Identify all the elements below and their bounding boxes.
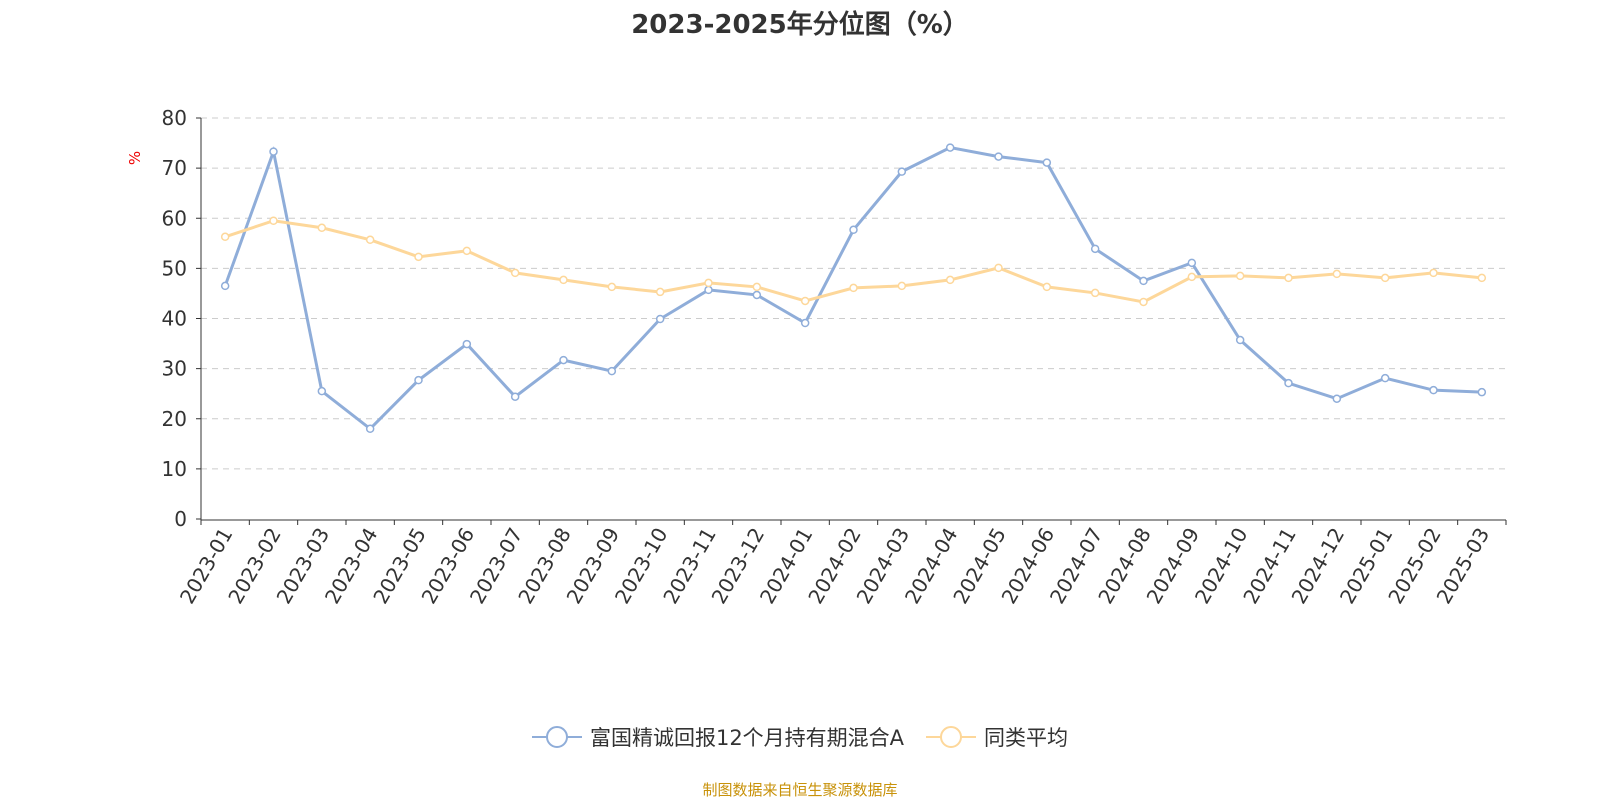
data-point bbox=[220, 232, 230, 242]
legend-label: 富国精诚回报12个月持有期混合A bbox=[589, 726, 905, 750]
y-tick-label: 80 bbox=[162, 106, 187, 130]
y-tick-label: 50 bbox=[162, 256, 187, 280]
data-point bbox=[1090, 244, 1100, 254]
data-point bbox=[1235, 335, 1245, 345]
y-tick-label: 10 bbox=[162, 457, 187, 481]
data-point bbox=[559, 355, 568, 365]
data-point bbox=[897, 281, 907, 291]
data-point bbox=[317, 223, 327, 233]
data-point bbox=[559, 275, 568, 285]
data-point bbox=[462, 339, 472, 349]
data-point bbox=[1090, 288, 1100, 298]
data-point bbox=[800, 296, 810, 306]
data-point bbox=[1332, 394, 1342, 403]
data-point bbox=[462, 246, 472, 256]
legend-item[interactable]: 同类平均 bbox=[926, 722, 1068, 752]
data-point bbox=[1284, 378, 1293, 388]
data-point bbox=[704, 285, 713, 295]
legend-line-circle-icon bbox=[926, 726, 977, 748]
data-point bbox=[1429, 385, 1438, 395]
data-point bbox=[1042, 282, 1052, 292]
data-point bbox=[317, 386, 327, 396]
data-point bbox=[414, 375, 423, 385]
data-point bbox=[752, 282, 762, 292]
data-point bbox=[1332, 269, 1342, 279]
legend-label: 同类平均 bbox=[984, 726, 1069, 750]
data-point bbox=[510, 392, 520, 401]
data-point bbox=[365, 235, 375, 245]
data-point bbox=[1380, 373, 1390, 383]
data-point bbox=[704, 278, 713, 288]
legend: 富国精诚回报12个月持有期混合A 同类平均 bbox=[0, 722, 1600, 752]
y-tick-label: 0 bbox=[174, 507, 187, 531]
y-tick-label: 20 bbox=[162, 407, 187, 431]
y-tick-label: 30 bbox=[162, 357, 187, 381]
data-point bbox=[1284, 273, 1293, 283]
data-point bbox=[269, 147, 278, 156]
data-point bbox=[945, 275, 955, 285]
data-point bbox=[655, 314, 665, 324]
data-point bbox=[1235, 271, 1245, 281]
data-point bbox=[1380, 273, 1390, 283]
data-point bbox=[849, 283, 858, 293]
data-point bbox=[994, 263, 1003, 273]
data-point bbox=[1477, 387, 1487, 397]
data-point bbox=[1429, 268, 1438, 278]
data-point bbox=[897, 167, 907, 176]
chart-title: 2023-2025年分位图（%） bbox=[631, 10, 969, 40]
y-axis-label: % bbox=[126, 151, 144, 165]
data-point bbox=[607, 282, 617, 292]
data-point bbox=[414, 252, 423, 262]
data-point bbox=[1042, 158, 1052, 167]
y-tick-label: 40 bbox=[162, 307, 187, 331]
data-point bbox=[945, 143, 955, 152]
data-point bbox=[510, 268, 520, 278]
data-point bbox=[1139, 297, 1148, 307]
data-point bbox=[800, 318, 810, 328]
line-chart: 01020304050607080%2023-012023-022023-032… bbox=[126, 106, 1507, 608]
data-point bbox=[1187, 258, 1197, 268]
legend-item[interactable]: 富国精诚回报12个月持有期混合A bbox=[531, 722, 905, 752]
data-point bbox=[220, 281, 230, 291]
data-point bbox=[752, 290, 762, 300]
data-point bbox=[849, 225, 858, 235]
data-point bbox=[607, 366, 617, 376]
data-point bbox=[1139, 276, 1148, 286]
data-point bbox=[994, 152, 1003, 161]
data-point bbox=[269, 216, 278, 226]
y-tick-label: 60 bbox=[162, 206, 187, 230]
source-note: 制图数据来自恒生聚源数据库 bbox=[702, 781, 898, 799]
data-point bbox=[1187, 272, 1197, 282]
y-tick-label: 70 bbox=[162, 156, 187, 180]
data-point bbox=[1477, 273, 1487, 283]
legend-line-circle-icon bbox=[531, 726, 582, 748]
data-point bbox=[655, 287, 665, 297]
data-point bbox=[365, 424, 375, 434]
